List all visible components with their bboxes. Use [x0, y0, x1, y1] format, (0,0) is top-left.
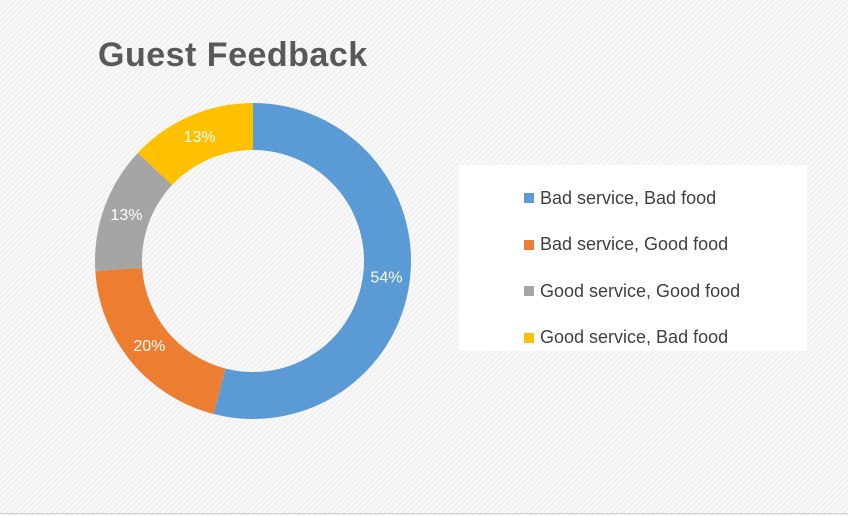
chart-legend: Bad service, Bad food Bad service, Good …: [459, 165, 807, 351]
legend-swatch: [524, 239, 534, 250]
legend-item: Bad service, Bad food: [524, 175, 807, 222]
legend-swatch: [524, 193, 534, 204]
legend-label: Bad service, Good food: [540, 234, 729, 255]
donut-slice: [95, 152, 173, 271]
legend-label: Good service, Bad food: [540, 327, 729, 348]
slice-data-label: 54%: [370, 269, 402, 286]
legend-item: Good service, Good food: [524, 268, 807, 315]
slice-data-label: 13%: [110, 207, 142, 224]
bottom-divider: [0, 513, 848, 514]
legend-item: Good service, Bad food: [524, 315, 807, 362]
donut-slice: [213, 103, 411, 419]
slice-data-label: 13%: [184, 129, 216, 146]
donut-slice: [137, 103, 253, 186]
chart-title: Guest Feedback: [98, 36, 368, 74]
legend-label: Bad service, Bad food: [540, 187, 717, 208]
slice-data-label: 20%: [133, 338, 165, 355]
donut-slice: [95, 267, 226, 415]
legend-swatch: [524, 332, 534, 343]
legend-swatch: [524, 286, 534, 297]
legend-label: Good service, Good food: [540, 280, 741, 301]
legend-item: Bad service, Good food: [524, 222, 807, 269]
